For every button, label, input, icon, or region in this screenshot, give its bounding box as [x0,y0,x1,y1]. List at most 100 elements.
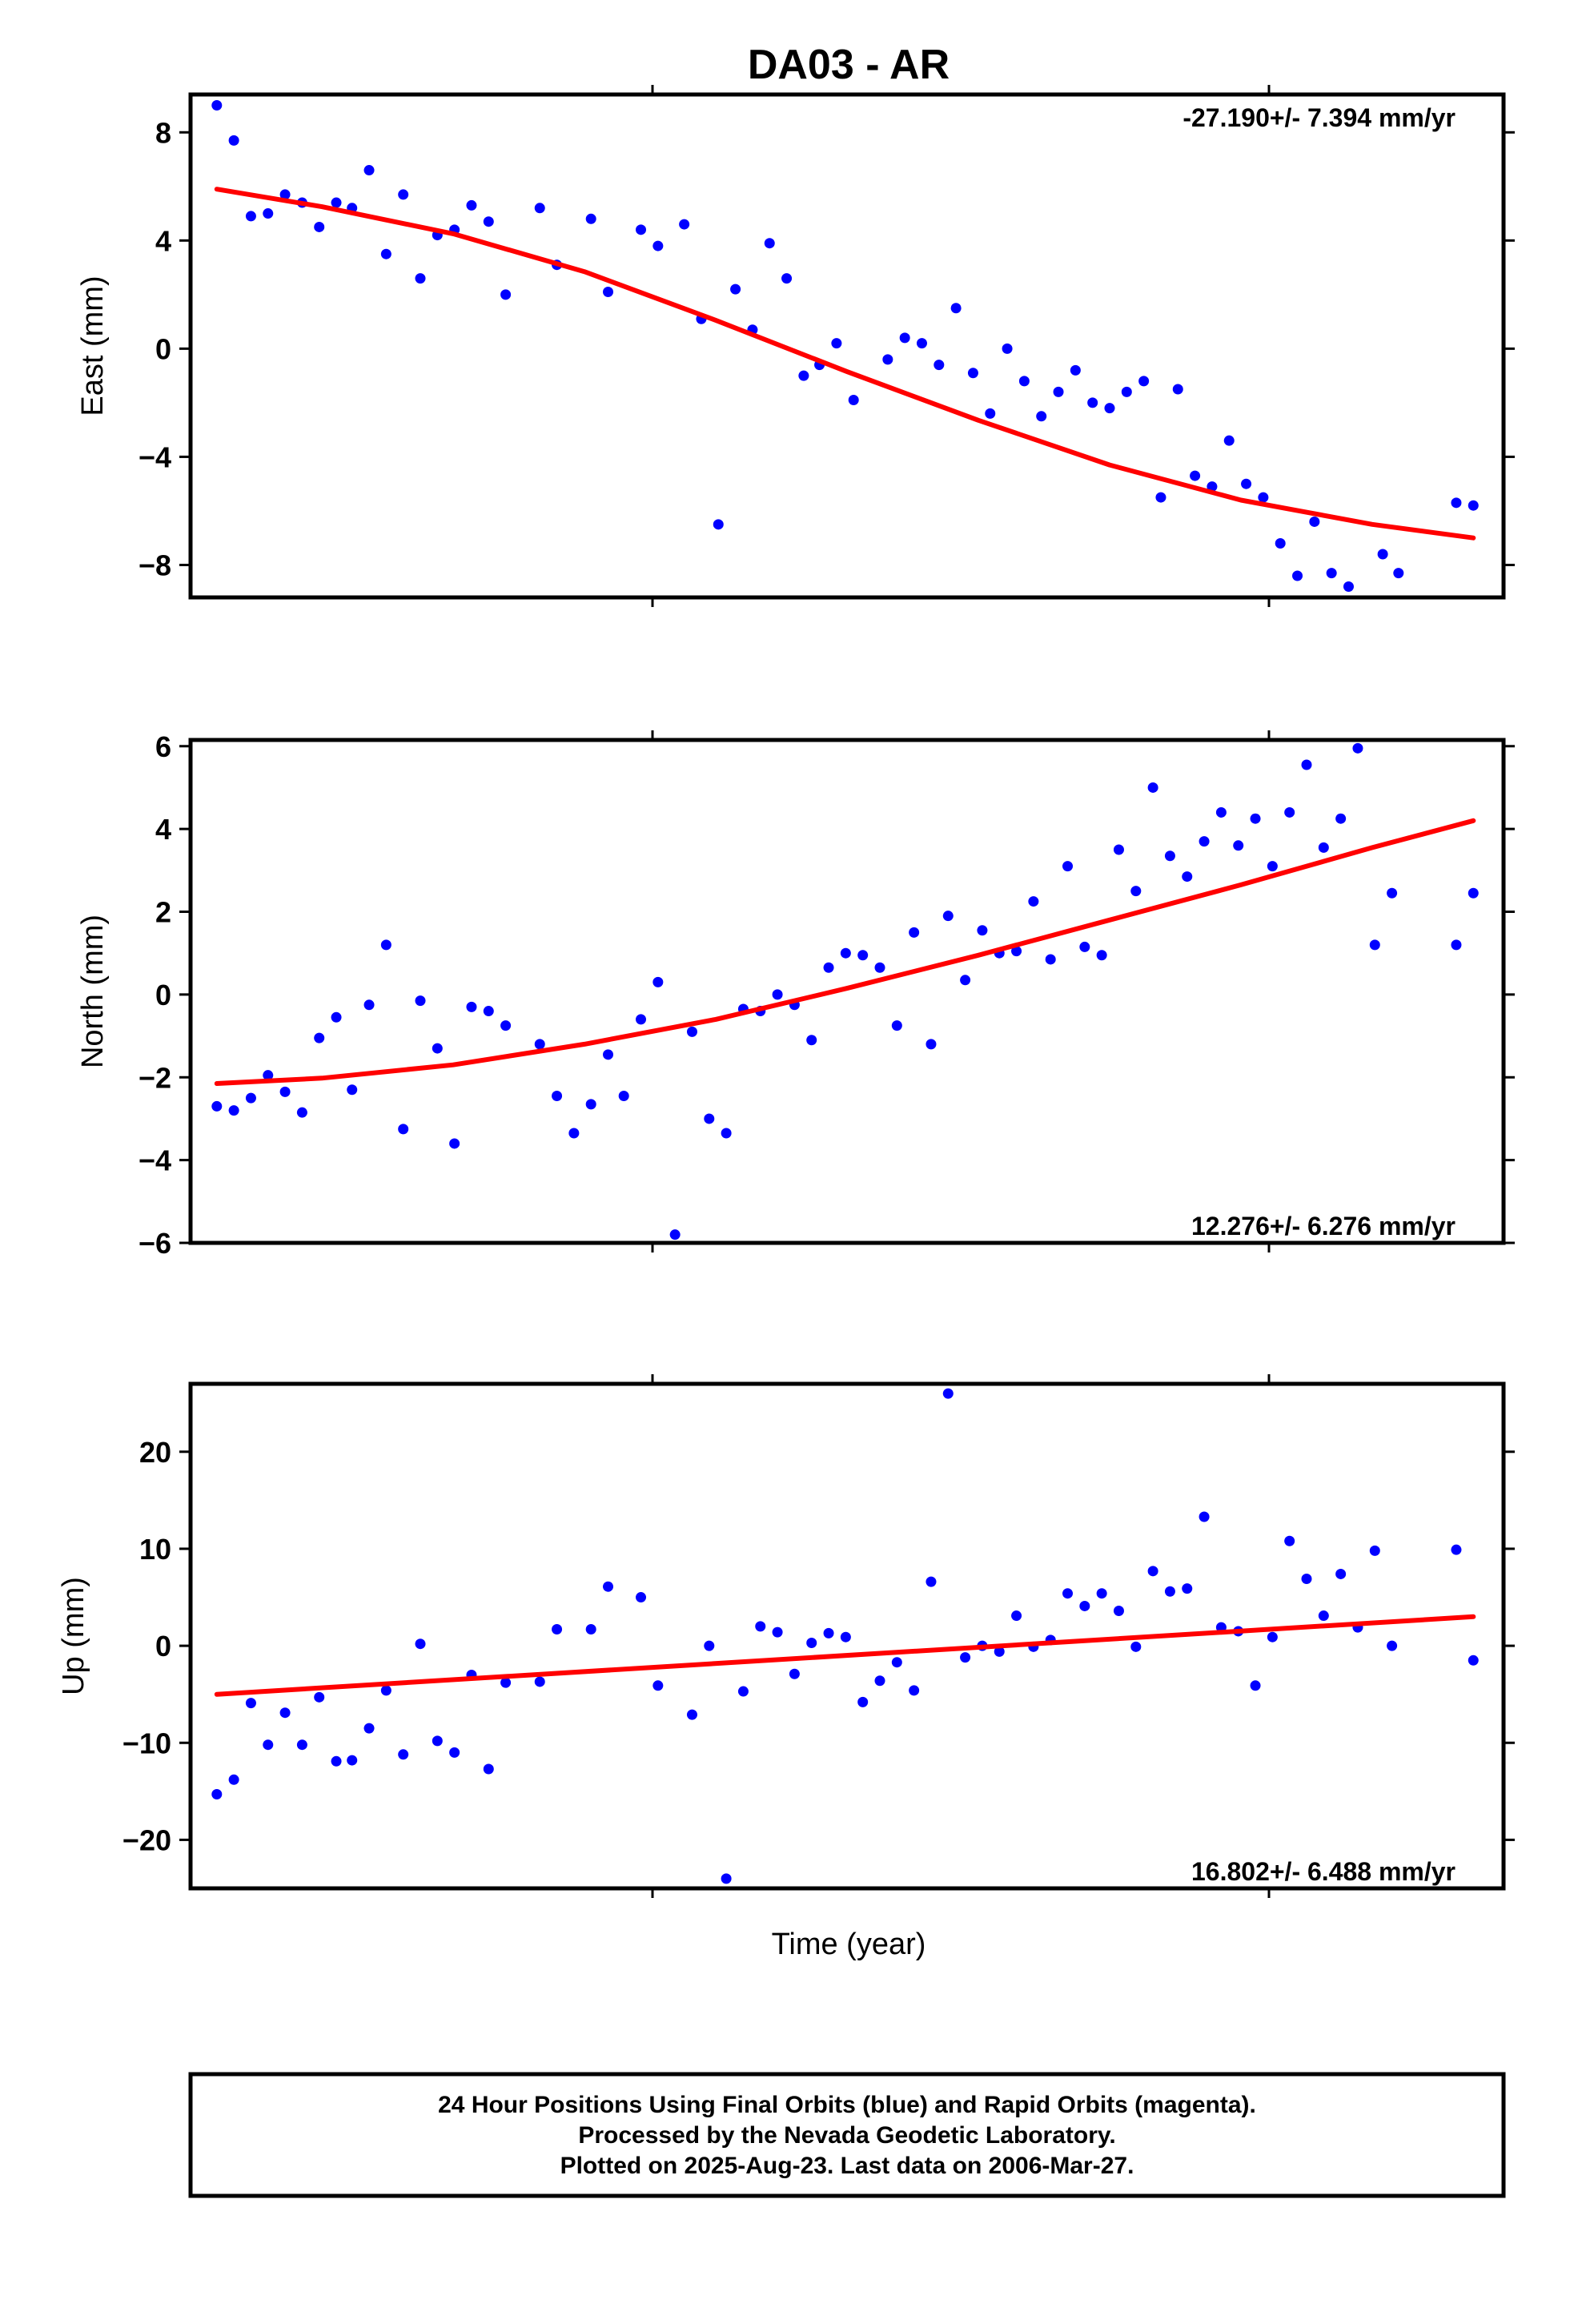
footer-box [188,2072,1506,2198]
east-data-point [652,240,664,251]
east-ytick-label: 8 [155,116,171,149]
up-data-point [789,1668,800,1679]
north-data-point [211,1100,223,1112]
north-data-point [568,1128,580,1139]
up-data-point [652,1680,664,1691]
east-data-point [1223,435,1235,446]
north-data-point [1215,806,1227,818]
up-trend-line [214,1614,1476,1697]
north-data-point [926,1039,937,1050]
north-data-point [636,1014,647,1025]
footer-line-2: Processed by the Nevada Geodetic Laborat… [578,2122,1115,2149]
east-data-point [1326,568,1337,579]
east-data-point [1309,516,1320,527]
up-data-point [737,1686,749,1697]
east-data-point [1258,492,1269,503]
east-rate-label: -27.190+/- 7.394 mm/yr [1182,103,1456,132]
east-data-point [380,248,391,259]
up-data-point [686,1709,697,1720]
north-ytick-label: 6 [155,730,171,763]
east-y-axis-label: East (mm) [76,275,110,416]
east-ytick-label: −4 [139,440,171,473]
north-data-point [1182,871,1193,883]
up-data-point [1267,1631,1278,1642]
up-data-point [331,1755,342,1767]
up-data-point [296,1739,307,1751]
up-data-point [1011,1610,1022,1622]
east-data-point [730,283,741,295]
north-data-point [603,1049,614,1060]
north-data-point [1250,813,1261,824]
east-data-point [263,208,274,219]
north-data-point [1147,782,1158,793]
up-y-axis-label: Up (mm) [57,1577,90,1695]
up-data-point [432,1735,443,1747]
east-data-point [781,273,793,284]
north-data-point [449,1138,460,1149]
up-data-point [500,1677,512,1688]
east-data-point [1275,537,1286,549]
up-data-point [1301,1574,1312,1585]
north-ytick-label: −6 [139,1227,171,1260]
east-data-point [603,286,614,297]
north-rate-label: 12.276+/- 6.276 mm/yr [1191,1212,1456,1240]
north-data-point [1045,954,1056,965]
north-data-point [1028,896,1039,907]
up-data-point [228,1774,239,1785]
up-data-point [398,1749,409,1760]
up-data-point [314,1691,325,1703]
up-ytick-label: 10 [139,1533,171,1566]
east-data-point [1121,386,1132,397]
east-data-point [916,338,927,349]
north-data-point [263,1070,274,1081]
north-data-point [652,976,664,987]
north-data-point [380,939,391,951]
up-data-point [263,1739,274,1751]
north-data-point [1451,939,1462,951]
north-data-point [1164,850,1175,862]
east-data-point [848,395,859,406]
north-data-point [1079,941,1090,952]
up-ytick-label: −10 [122,1727,171,1759]
east-data-point [466,199,477,211]
north-data-point [857,950,869,961]
north-data-point [228,1105,239,1116]
up-data-point [909,1685,920,1696]
north-data-point [686,1026,697,1037]
up-data-point [1113,1606,1124,1616]
east-data-point [500,289,512,300]
up-data-point [1147,1566,1158,1577]
east-data-point [1451,497,1462,509]
footer-line-3: Plotted on 2025-Aug-23. Last data on 200… [560,2153,1134,2179]
north-data-point [1284,806,1295,818]
north-data-point [772,989,783,1000]
up-data-point [1096,1588,1107,1599]
east-data-point [534,203,545,214]
north-data-point [721,1128,732,1139]
east-data-point [764,238,775,249]
east-data-point [985,408,996,419]
east-data-point [398,189,409,200]
up-data-point [1369,1545,1380,1556]
north-data-point [1387,887,1398,899]
east-ytick-label: 0 [155,332,171,365]
east-data-point [1087,397,1098,408]
up-data-point [1318,1610,1329,1622]
up-data-point [942,1388,954,1399]
up-data-point [1182,1583,1193,1594]
north-data-point [363,999,375,1011]
east-data-point [1002,343,1013,354]
north-data-point [823,962,834,973]
north-data-point [618,1091,629,1102]
north-data-point [1062,861,1074,872]
up-data-point [1164,1586,1175,1597]
north-plot-frame [188,738,1506,1245]
north-data-point [1096,950,1107,961]
north-ytick-label: −2 [139,1061,171,1094]
up-data-point [1199,1511,1210,1522]
up-plot-frame [188,1381,1506,1891]
east-data-point [1343,581,1354,592]
up-data-point [211,1788,223,1799]
up-data-point [755,1621,766,1632]
